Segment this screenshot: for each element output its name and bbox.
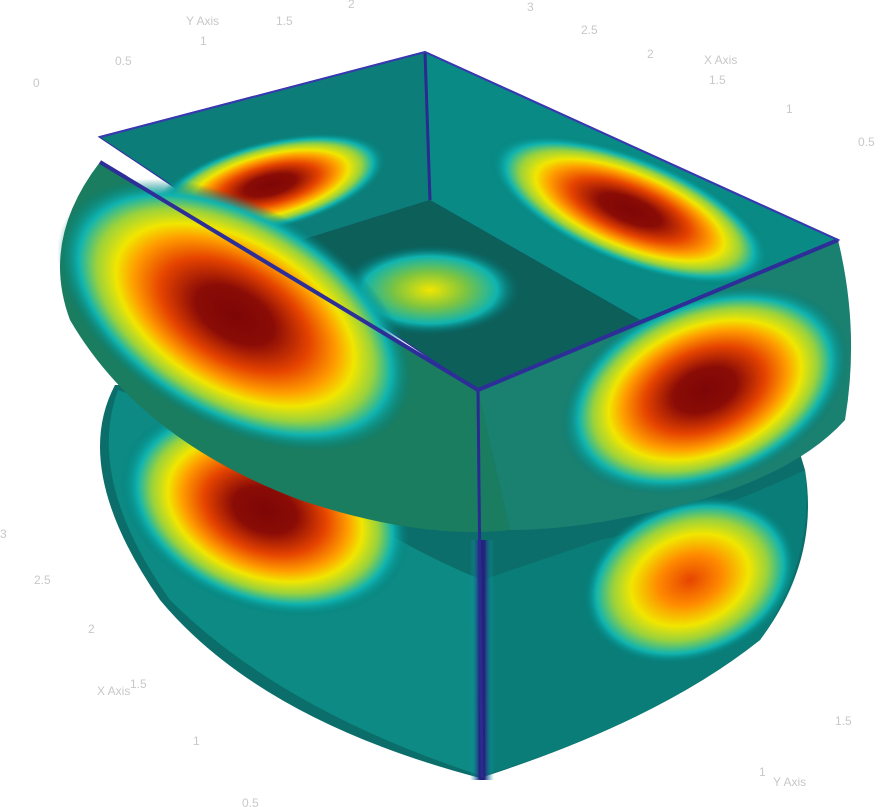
cube-edge-top-front xyxy=(98,160,839,393)
tick-label: 1 xyxy=(200,34,207,48)
axis-title: X Axis xyxy=(704,53,737,67)
axis-title: X Axis xyxy=(97,684,130,698)
tick-label: 3 xyxy=(527,0,534,14)
tick-label: 2.5 xyxy=(34,573,51,587)
axis-top-left-y: Y Axis 0 0.5 1 1.5 2 xyxy=(33,0,355,90)
tick-label: 1 xyxy=(759,765,766,779)
axis-left-x: 3 2.5 2 X Axis 1.5 1 0.5 xyxy=(0,527,259,807)
back-right-hot-spot xyxy=(489,134,771,286)
tick-label: 2.5 xyxy=(581,23,598,37)
tick-label: 3 xyxy=(0,527,7,541)
front-left-hot-spot xyxy=(57,178,413,452)
tick-label: 1 xyxy=(786,102,793,116)
tick-label: 1.5 xyxy=(835,714,852,728)
axis-bottom-right-y: 1.5 1 Y Axis xyxy=(759,714,852,789)
tick-label: 0.5 xyxy=(115,54,132,68)
axis-top-right-x: 3 2.5 2 X Axis 1.5 1 0.5 xyxy=(527,0,875,149)
tick-label: 2 xyxy=(88,622,95,636)
tick-label: 1.5 xyxy=(709,73,726,87)
cube-edge-front-vertical xyxy=(476,389,484,779)
axis-title: Y Axis xyxy=(773,775,806,789)
tick-label: 1.5 xyxy=(130,677,147,691)
cube-edge-back-vertical xyxy=(423,51,432,201)
tick-label: 0.5 xyxy=(242,796,259,807)
axis-title: Y Axis xyxy=(186,14,219,28)
tick-label: 2 xyxy=(348,0,355,11)
tick-label: 1 xyxy=(193,734,200,748)
tick-label: 0 xyxy=(33,76,40,90)
lower-right-warm-spot xyxy=(583,495,797,665)
tick-label: 0.5 xyxy=(858,135,875,149)
tick-label: 1.5 xyxy=(276,14,293,28)
front-right-hot-spot xyxy=(561,285,849,495)
cube-edge-top-back xyxy=(99,50,839,241)
tick-label: 2 xyxy=(647,47,654,61)
